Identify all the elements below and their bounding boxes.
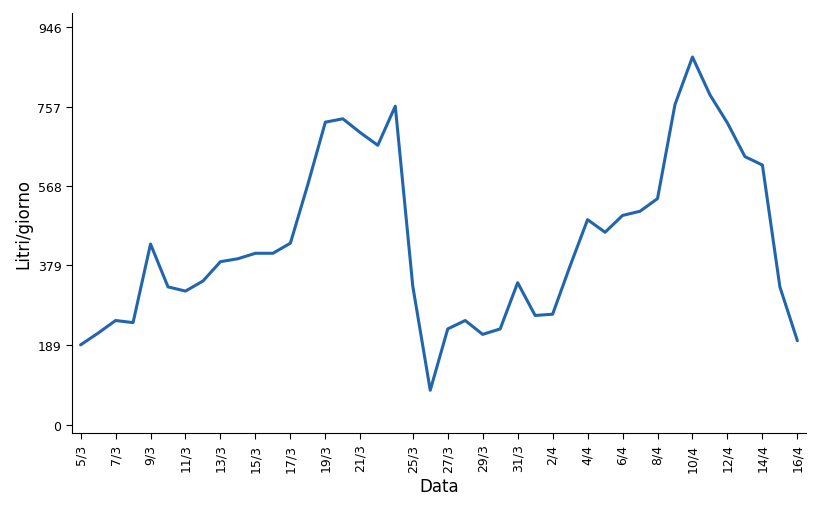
Y-axis label: Litri/giorno: Litri/giorno	[14, 179, 32, 268]
X-axis label: Data: Data	[419, 477, 459, 495]
